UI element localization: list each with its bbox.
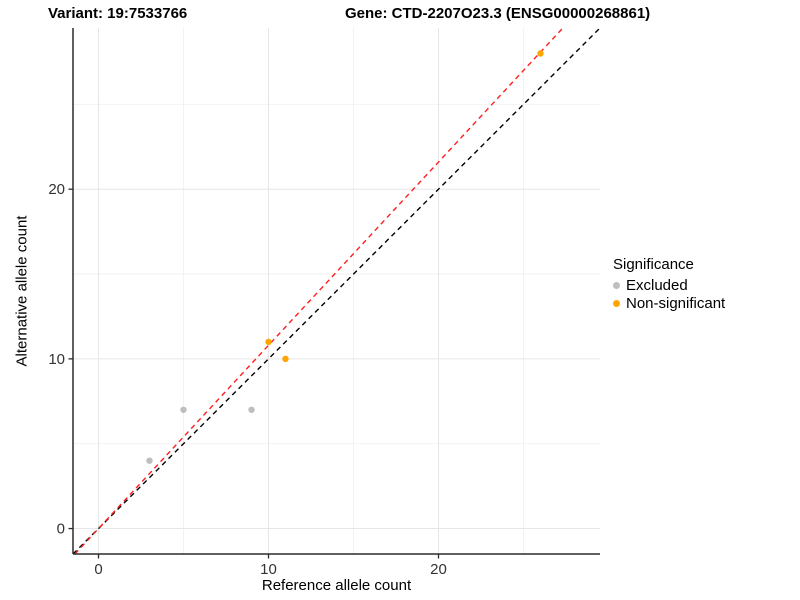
x-axis-title: Reference allele count — [261, 577, 412, 594]
data-point-non-significant — [282, 355, 289, 363]
data-point-excluded — [180, 406, 187, 413]
legend-item-excluded: Excluded — [613, 276, 725, 294]
plot-title-gene: Gene: CTD-2207O23.3 (ENSG00000268861) — [345, 5, 651, 22]
y-tick-label: 20 — [48, 181, 65, 198]
legend-dot-excluded-icon — [613, 281, 620, 289]
reference-line-identity — [72, 27, 601, 555]
data-point-non-significant — [537, 50, 544, 57]
data-point-excluded — [146, 457, 153, 464]
data-point-non-significant — [265, 338, 272, 346]
y-axis-title: Alternative allele count — [13, 215, 31, 367]
legend-item-non-significant: Non-significant — [613, 294, 725, 312]
legend-label-non-significant: Non-significant — [626, 294, 726, 312]
legend-dot-non-significant-icon — [613, 299, 620, 307]
legend-label-excluded: Excluded — [626, 276, 688, 294]
reference-line-fitted — [74, 27, 564, 555]
data-point-excluded — [248, 406, 255, 413]
y-tick-label: 0 — [57, 521, 65, 538]
x-tick-label: 20 — [430, 561, 447, 578]
legend-title: Significance — [613, 256, 694, 273]
x-tick-label: 0 — [94, 561, 102, 578]
legend: Significance Excluded Non-significant — [613, 256, 725, 312]
plot-title-variant: Variant: 19:7533766 — [48, 5, 188, 22]
y-tick-label: 10 — [48, 351, 65, 368]
x-tick-label: 10 — [260, 561, 277, 578]
